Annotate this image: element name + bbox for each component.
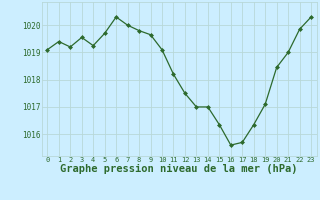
X-axis label: Graphe pression niveau de la mer (hPa): Graphe pression niveau de la mer (hPa) [60,164,298,174]
